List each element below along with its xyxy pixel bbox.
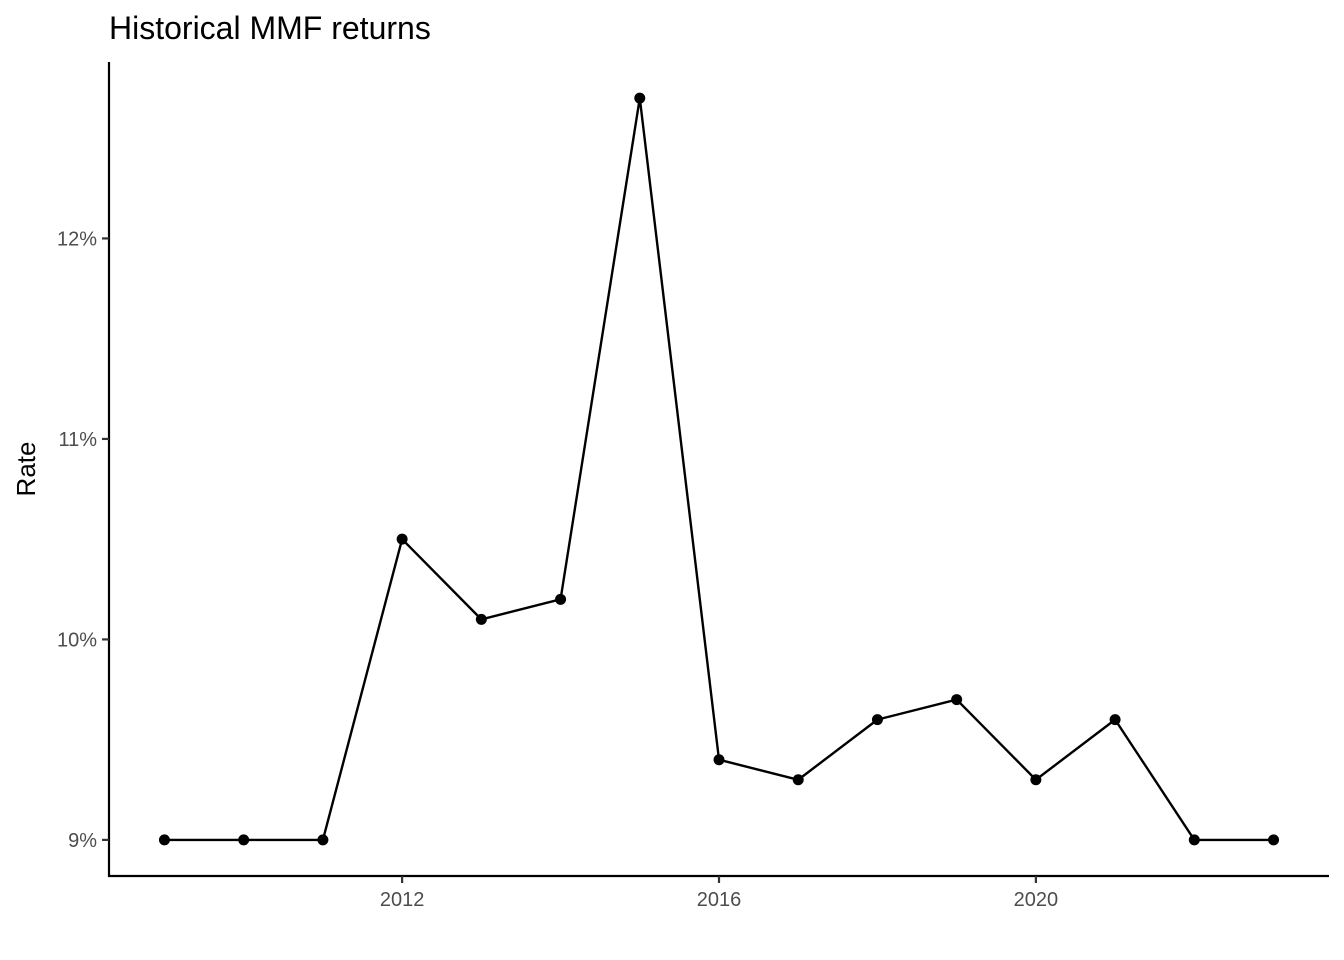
series-line [164, 97, 1274, 842]
y-tick-label: 12% [57, 228, 97, 250]
plot-area: 9% 10% 11% 12% 2012 2016 2020 [57, 62, 1329, 911]
y-tick-label: 9% [68, 830, 97, 852]
data-point [475, 613, 487, 625]
x-tick-label: 2020 [1014, 889, 1059, 911]
data-point [158, 834, 170, 846]
chart-title: Historical MMF returns [109, 10, 431, 46]
data-point [951, 694, 963, 706]
data-point [317, 834, 329, 846]
data-point [396, 533, 408, 545]
data-point [1030, 774, 1042, 786]
data-point [634, 92, 646, 104]
data-point [1268, 834, 1280, 846]
y-tick-label: 11% [58, 429, 97, 451]
x-tick-label: 2016 [697, 889, 742, 911]
y-axis-title: Rate [11, 442, 41, 497]
data-point [238, 834, 250, 846]
data-point [871, 714, 883, 726]
x-tick-label: 2012 [380, 889, 425, 911]
data-point [713, 754, 725, 766]
data-point [1109, 714, 1121, 726]
data-point [1188, 834, 1200, 846]
y-tick-label: 10% [57, 629, 97, 651]
data-point [792, 774, 804, 786]
data-point [555, 593, 567, 605]
